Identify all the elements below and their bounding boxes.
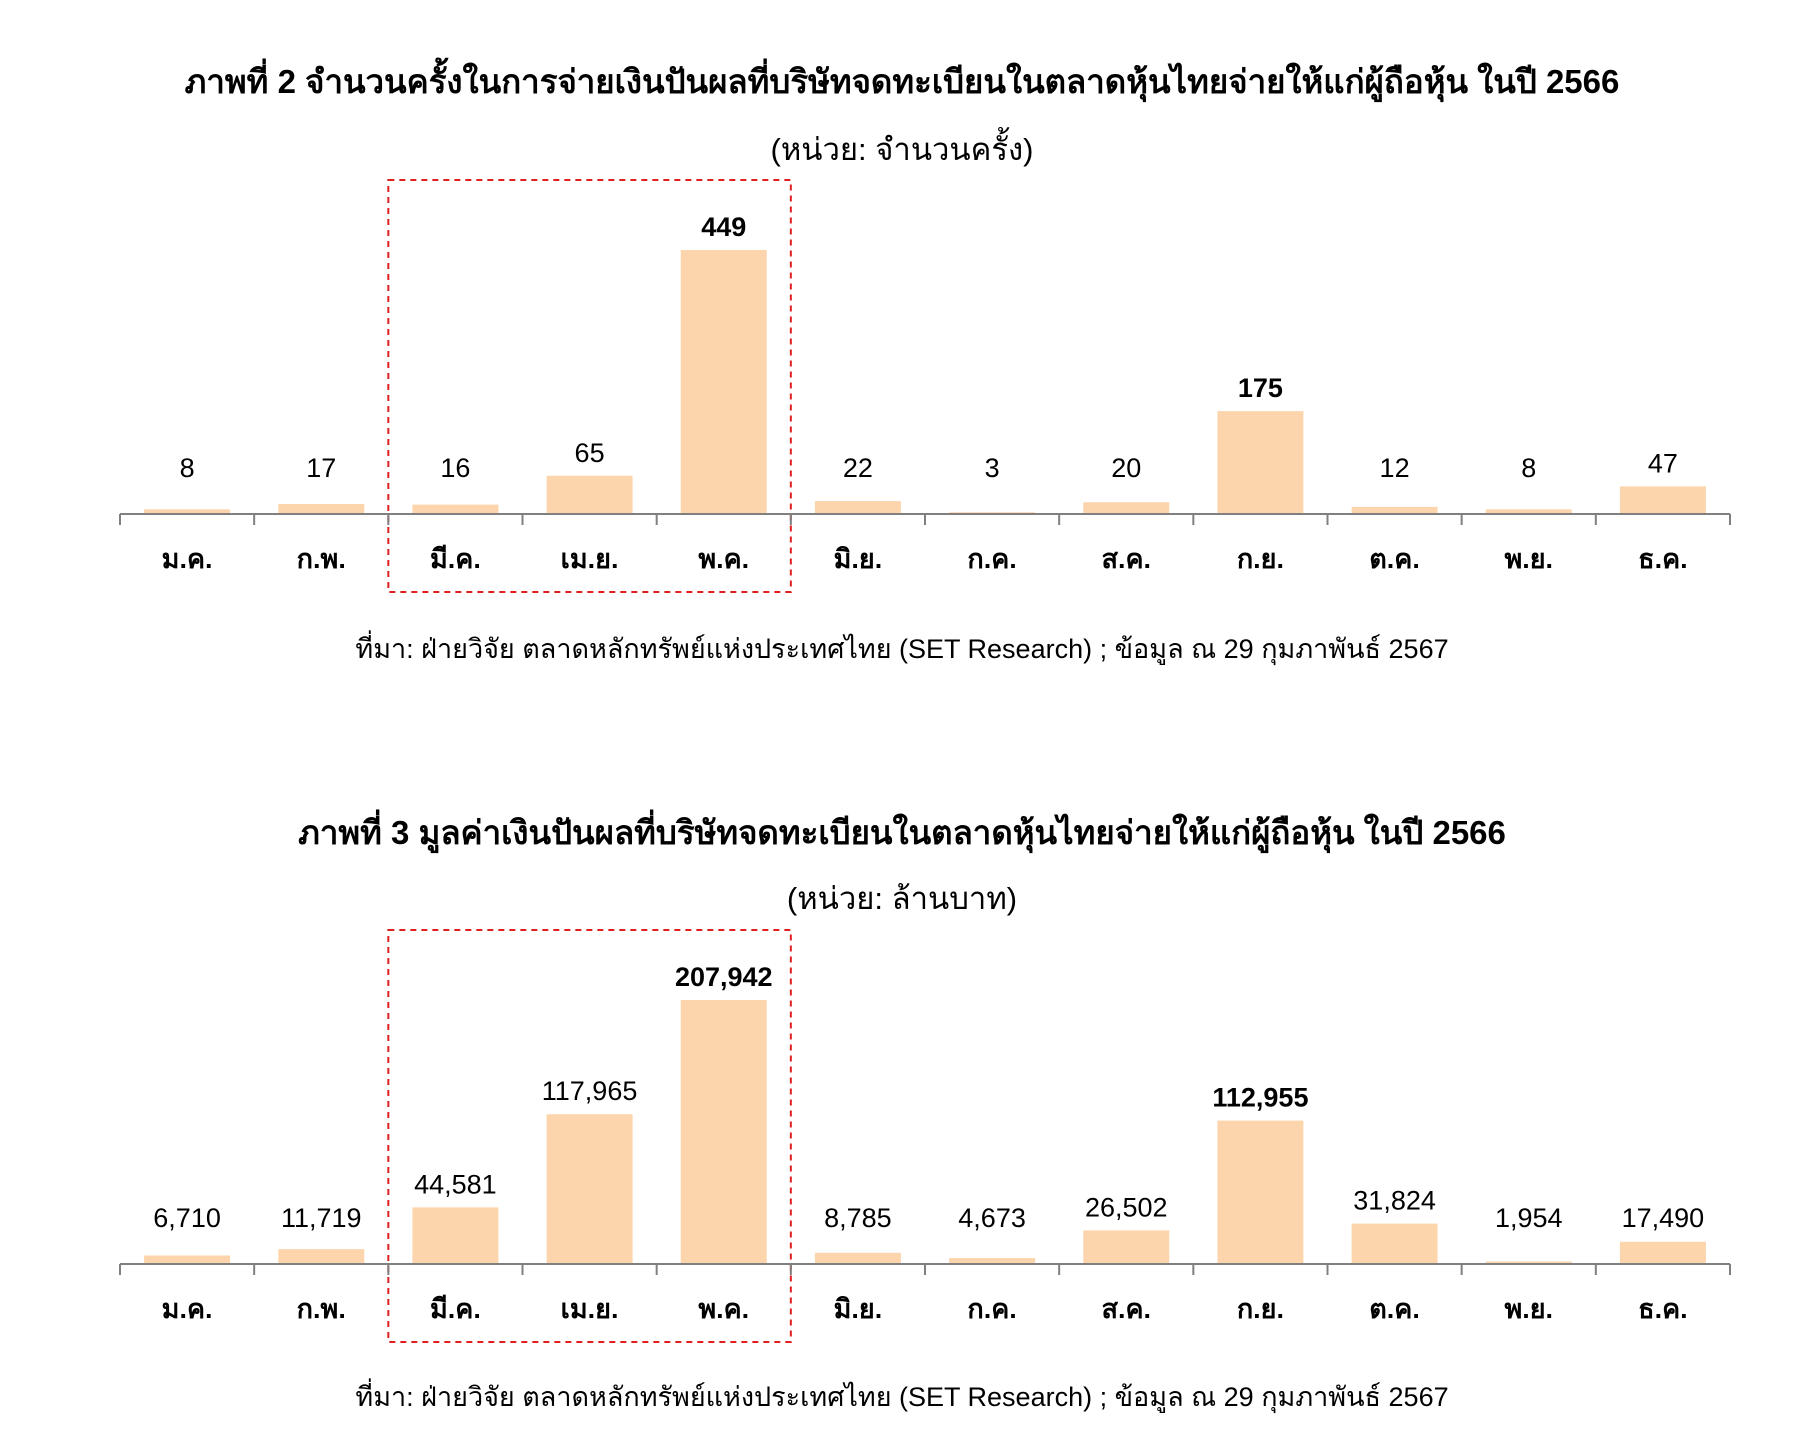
bar-ก.ย. (1217, 1120, 1304, 1264)
category-label: เม.ย. (561, 1294, 619, 1324)
category-label: มิ.ย. (834, 1294, 883, 1324)
data-label: 17 (306, 453, 336, 483)
bar-เม.ย. (546, 1114, 633, 1264)
bar-ม.ค. (144, 509, 231, 514)
data-label: 11,719 (281, 1203, 362, 1233)
bar-พ.ค. (680, 1000, 767, 1264)
category-label: เม.ย. (561, 544, 619, 574)
category-label: ก.ค. (967, 544, 1016, 574)
category-label: ก.ย. (1237, 544, 1284, 574)
bar-ธ.ค. (1619, 486, 1706, 514)
data-label: 112,955 (1212, 1083, 1308, 1113)
bar-ก.ค. (949, 1258, 1036, 1264)
bar-มิ.ย. (814, 1252, 901, 1264)
data-label: 6,710 (153, 1203, 221, 1233)
category-label: ส.ค. (1101, 1294, 1151, 1324)
category-label: ส.ค. (1101, 544, 1151, 574)
bar-ต.ค. (1351, 506, 1438, 514)
category-label: ม.ค. (162, 544, 213, 574)
bar-พ.ค. (680, 250, 767, 514)
data-label: 3 (985, 453, 1000, 483)
bar-เม.ย. (546, 475, 633, 514)
chart-1-dividend-count: 8 ม.ค. 17 ก.พ. 16 มี.ค. 65 เม.ย. 449 พ.ค. 22 มิ.ย. 3… (119, 179, 1731, 593)
bar-มิ.ย. (814, 501, 901, 514)
chart-2-title: ภาพที่ 3 มูลค่าเงินปันผลที่บริษัทจดทะเบี… (298, 814, 1506, 851)
data-label: 16 (440, 453, 470, 483)
chart-1-source-note: ที่มา: ฝ่ายวิจัย ตลาดหลักทรัพย์แห่งประเท… (355, 634, 1449, 664)
bar-พ.ย. (1485, 1261, 1572, 1264)
category-label: ธ.ค. (1638, 1294, 1688, 1324)
data-label: 44,581 (414, 1169, 497, 1199)
data-label: 175 (1238, 373, 1283, 403)
data-label: 8,785 (824, 1203, 892, 1233)
category-label: พ.ค. (698, 1294, 749, 1324)
bar-ก.พ. (278, 1249, 365, 1264)
category-label: ม.ค. (162, 1294, 213, 1324)
bar-ก.พ. (278, 504, 365, 514)
data-label: 65 (575, 438, 605, 468)
category-label: ก.พ. (297, 544, 346, 574)
category-label: มี.ค. (430, 1294, 481, 1324)
bar-ส.ค. (1083, 1230, 1170, 1264)
bar-ก.ย. (1217, 411, 1304, 514)
category-label: มี.ค. (430, 544, 481, 574)
data-label: 17,490 (1622, 1203, 1705, 1233)
bar-ส.ค. (1083, 502, 1170, 514)
category-label: ก.ย. (1237, 1294, 1284, 1324)
highlight-box (387, 929, 792, 1343)
bar-มี.ค. (412, 1207, 499, 1264)
category-label: พ.ย. (1504, 1294, 1553, 1324)
chart-2-dividend-value: 6,710 ม.ค. 11,719 ก.พ. 44,581 มี.ค. 117,965 เม.… (119, 929, 1731, 1343)
data-label: 1,954 (1495, 1203, 1563, 1233)
data-label: 4,673 (958, 1203, 1026, 1233)
data-label: 26,502 (1085, 1192, 1168, 1222)
category-label: ต.ค. (1369, 1294, 1420, 1324)
chart-1-unit-subtitle: (หน่วย: จำนวนครั้ง) (770, 132, 1034, 167)
bar-พ.ย. (1485, 509, 1572, 514)
bar-ม.ค. (144, 1255, 231, 1264)
data-label: 20 (1111, 453, 1141, 483)
bar-มี.ค. (412, 504, 499, 514)
bar-ธ.ค. (1619, 1241, 1706, 1264)
data-label: 31,824 (1353, 1186, 1436, 1216)
category-label: พ.ค. (698, 544, 749, 574)
category-label: พ.ย. (1504, 544, 1553, 574)
highlight-box (387, 179, 792, 593)
data-label: 47 (1648, 448, 1678, 478)
data-label: 449 (701, 212, 746, 242)
category-label: ธ.ค. (1638, 544, 1688, 574)
data-label: 207,942 (675, 962, 773, 992)
category-label: ก.พ. (297, 1294, 346, 1324)
chart-2-source-note: ที่มา: ฝ่ายวิจัย ตลาดหลักทรัพย์แห่งประเท… (355, 1382, 1449, 1412)
data-label: 12 (1380, 453, 1410, 483)
category-label: ต.ค. (1369, 544, 1420, 574)
data-label: 8 (180, 453, 195, 483)
chart-2-unit-subtitle: (หน่วย: ล้านบาท) (786, 881, 1018, 916)
category-label: ก.ค. (967, 1294, 1016, 1324)
data-label: 22 (843, 453, 873, 483)
data-label: 8 (1521, 453, 1536, 483)
category-label: มิ.ย. (834, 544, 883, 574)
chart-1-title: ภาพที่ 2 จำนวนครั้งในการจ่ายเงินปันผลที่… (184, 63, 1620, 100)
bar-ต.ค. (1351, 1223, 1438, 1264)
data-label: 117,965 (542, 1076, 638, 1106)
